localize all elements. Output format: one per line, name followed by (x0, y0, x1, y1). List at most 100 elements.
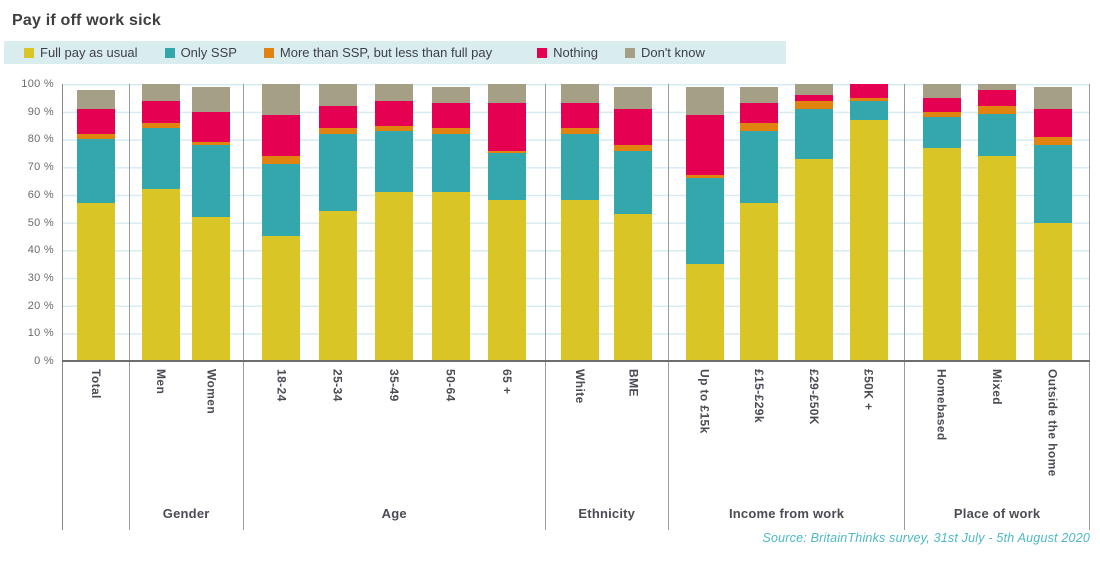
bar-segment-dont-know (76, 89, 115, 109)
bar-segment-only-ssp (431, 133, 470, 193)
legend-label: Full pay as usual (40, 45, 138, 60)
bar-group: Men Women Gender (130, 84, 244, 530)
bar-segment-nothing (849, 84, 888, 98)
bar-segment-more-than-ssp (262, 156, 301, 165)
bar-segment-full-pay (685, 264, 724, 361)
bar-segment-full-pay (1033, 222, 1072, 361)
legend-swatch-icon (537, 47, 548, 58)
legend-swatch-icon (164, 47, 175, 58)
bar (685, 86, 724, 361)
bar-segment-full-pay (740, 203, 779, 361)
legend-item-full-pay: Full pay as usual (24, 45, 138, 60)
bars-row (546, 84, 668, 361)
category-label: 25-34 (330, 369, 345, 402)
bar-segment-dont-know (262, 84, 301, 115)
legend-item-only-ssp: Only SSP (164, 45, 237, 60)
bar-segment-nothing (561, 103, 600, 129)
bar (614, 86, 653, 361)
bar-segment-dont-know (192, 86, 231, 112)
bar-groups: Total Men Women Gender 18-24 25-34 35-49 50-64 6… (62, 84, 1090, 530)
bar-segment-only-ssp (922, 117, 961, 148)
bar-segment-more-than-ssp (614, 144, 653, 151)
category-label: Mixed (990, 369, 1005, 406)
bar-segment-more-than-ssp (192, 142, 231, 145)
bar-segment-full-pay (262, 236, 301, 361)
bars-row (63, 84, 129, 361)
bar-segment-dont-know (685, 86, 724, 115)
category-label: £50K + (861, 369, 876, 411)
bar-segment-dont-know (488, 84, 527, 104)
bar-segment-only-ssp (76, 139, 115, 204)
bar-segment-dont-know (318, 84, 357, 107)
group-label: Ethnicity (578, 506, 636, 521)
category-label: 65 + (500, 369, 515, 395)
legend-label: Nothing (553, 45, 598, 60)
bar-segment-only-ssp (375, 131, 414, 193)
bar-segment-full-pay (141, 189, 180, 361)
bar (488, 84, 527, 361)
bar-segment-nothing (488, 103, 527, 151)
bar-segment-nothing (1033, 108, 1072, 137)
bar (740, 86, 779, 361)
bar-segment-full-pay (561, 200, 600, 361)
bar-segment-more-than-ssp (561, 128, 600, 134)
bar-segment-dont-know (375, 84, 414, 101)
bar-segment-full-pay (849, 120, 888, 361)
category-label: Total (88, 369, 103, 399)
legend-label: Only SSP (180, 45, 237, 60)
category-label: White (573, 369, 588, 404)
bar-segment-only-ssp (978, 114, 1017, 157)
bar-segment-full-pay (978, 156, 1017, 361)
bar-segment-full-pay (431, 192, 470, 361)
bar-segment-dont-know (978, 84, 1017, 90)
category-label: Up to £15k (697, 369, 712, 434)
bar-segment-full-pay (488, 200, 527, 361)
bar-segment-dont-know (922, 84, 961, 98)
category-labels-row: White BME (546, 361, 668, 506)
bars-row (905, 84, 1089, 361)
category-labels-row: Total (63, 361, 129, 506)
y-axis-label: 100 % (21, 78, 54, 90)
bar-segment-nothing (76, 108, 115, 134)
bar (849, 84, 888, 361)
bar-segment-full-pay (192, 216, 231, 361)
source-note: Source: BritainThinks survey, 31st July … (762, 531, 1090, 545)
category-labels-row: Men Women (130, 361, 243, 506)
bar-segment-nothing (978, 89, 1017, 107)
bar-segment-more-than-ssp (431, 128, 470, 134)
category-labels-row: 18-24 25-34 35-49 50-64 65 + (244, 361, 545, 506)
bar-segment-only-ssp (614, 150, 653, 215)
y-axis-label: 30 % (27, 271, 54, 284)
legend-item-more-than-ssp: More than SSP, but less than full pay (263, 45, 493, 60)
bar-segment-more-than-ssp (978, 106, 1017, 115)
y-axis-label: 90 % (27, 105, 54, 118)
bar-segment-only-ssp (740, 131, 779, 204)
bar-segment-more-than-ssp (794, 100, 833, 109)
bar-segment-only-ssp (561, 133, 600, 201)
bar-segment-more-than-ssp (922, 111, 961, 118)
bar-segment-full-pay (76, 203, 115, 361)
bar-segment-only-ssp (488, 153, 527, 201)
bar-segment-nothing (375, 100, 414, 126)
legend-swatch-icon (24, 47, 34, 58)
category-labels-row: Homebased Mixed Outside the home (905, 361, 1089, 506)
category-label: £29-£50K (806, 369, 821, 425)
category-labels-row: Up to £15k £15-£29k £29-£50K £50K + (669, 361, 904, 506)
bar-segment-nothing (262, 114, 301, 157)
bar-segment-more-than-ssp (141, 122, 180, 129)
x-axis-line (62, 360, 1090, 362)
bar-group: 18-24 25-34 35-49 50-64 65 + Age (244, 84, 546, 530)
group-label: Place of work (953, 506, 1041, 521)
legend-label: Don't know (640, 45, 705, 60)
bar-segment-dont-know (561, 84, 600, 104)
group-label: Income from work (728, 506, 845, 521)
legend-swatch-icon (624, 47, 635, 58)
bars-row (244, 84, 545, 361)
bar-segment-more-than-ssp (318, 128, 357, 134)
legend-label: More than SSP, but less than full pay (279, 45, 493, 60)
bar-segment-nothing (740, 103, 779, 123)
bar-segment-only-ssp (318, 133, 357, 212)
category-label: BME (626, 369, 641, 397)
bar (76, 89, 115, 361)
bars-row (669, 84, 904, 361)
